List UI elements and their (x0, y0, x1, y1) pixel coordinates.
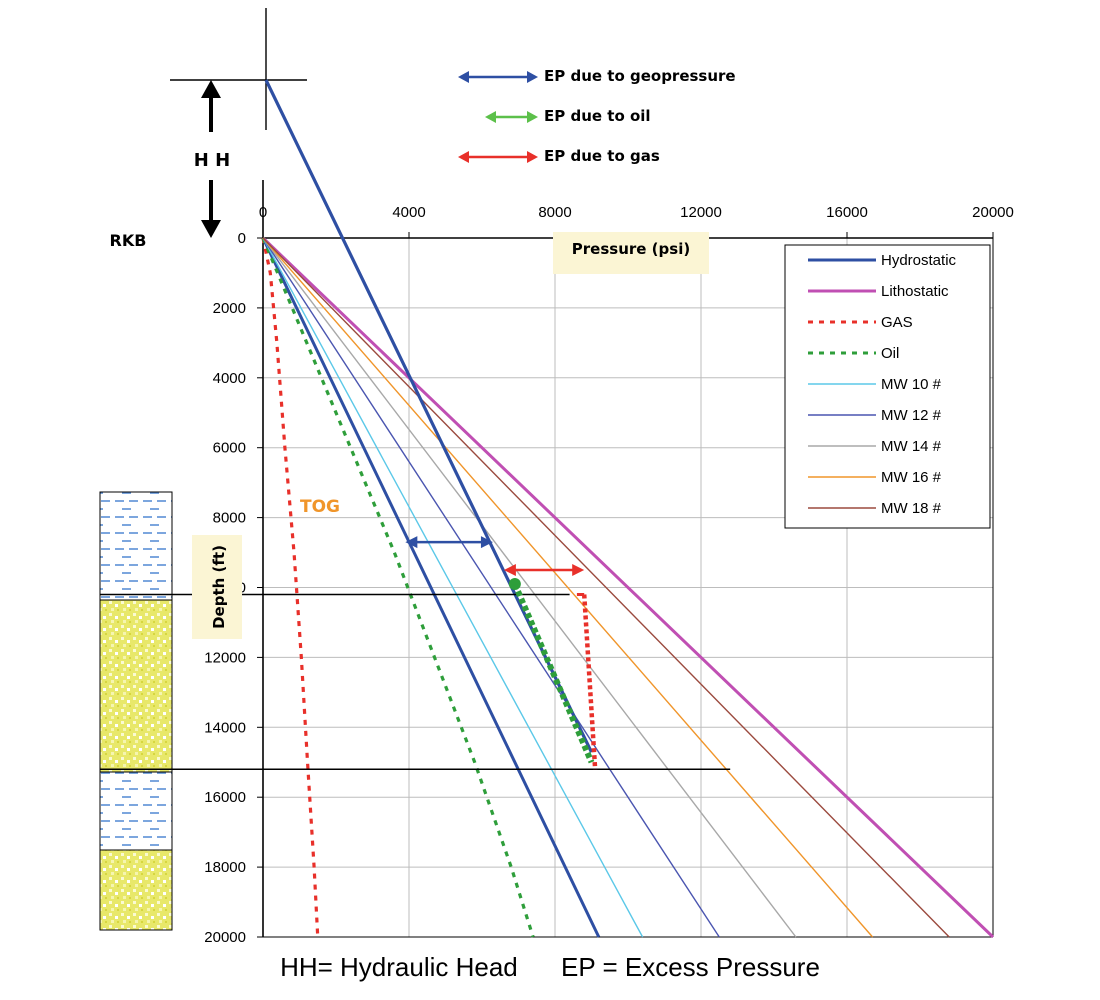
lithology-column (99, 491, 173, 931)
legend-label: MW 10 # (881, 376, 942, 393)
oil-column-line (512, 582, 595, 764)
gas-column-line (581, 594, 598, 770)
x-tick-label: 0 (259, 204, 267, 221)
y-tick-label: 16000 (204, 789, 246, 806)
chart-legend: Hydrostatic Lithostatic GAS Oil MW 10 # MW 12… (784, 244, 991, 529)
x-tick-label: 16000 (826, 204, 868, 221)
series-line (262, 237, 950, 938)
legend-label: MW 16 # (881, 469, 942, 486)
tog-label: TOG (300, 497, 340, 517)
y-tick-label: 18000 (204, 859, 246, 876)
hh-down-arrow (201, 180, 221, 238)
legend-label: MW 14 # (881, 438, 942, 455)
ep-gas-arrow-head-left (503, 564, 516, 577)
chart-overlays (100, 536, 731, 771)
key-arrow-head (485, 111, 496, 123)
y-tick-label: 6000 (213, 440, 246, 457)
ep-gas-arrow-head-right (572, 564, 585, 577)
series-line (261, 237, 535, 938)
caption-ep: EP = Excess Pressure (561, 952, 820, 982)
ep-gas-arrow (503, 564, 585, 577)
key-label: EP due to gas (544, 147, 660, 165)
series-line (261, 237, 320, 938)
caption-hh: HH= Hydraulic Head (280, 952, 518, 982)
series-line (261, 237, 601, 938)
y-tick-label: 14000 (204, 719, 246, 736)
legend-label: Lithostatic (881, 283, 949, 300)
shale-layer-upper (99, 491, 173, 601)
key-label: EP due to oil (544, 107, 651, 125)
x-tick-label: 20000 (972, 204, 1014, 221)
excess-pressure-key: EP due to geopressure EP due to oil EP due… (458, 67, 736, 165)
key-arrow-head (458, 151, 469, 163)
ep-geopressure-arrow (405, 536, 493, 549)
series-line (262, 237, 720, 938)
legend-label: MW 12 # (881, 407, 942, 424)
series-line (262, 237, 874, 938)
y-tick-label: 2000 (213, 300, 246, 317)
legend-label: GAS (881, 314, 913, 331)
key-arrow-head (527, 71, 538, 83)
hh-up-arrow (201, 80, 221, 132)
sand-layer-upper (99, 599, 173, 773)
ep-geopressure-arrow-head-left (405, 536, 418, 549)
x-tick-label: 12000 (680, 204, 722, 221)
y-tick-label: 4000 (213, 370, 246, 387)
x-tick-label: 8000 (538, 204, 571, 221)
rkb-label: RKB (110, 231, 147, 250)
shale-layer-lower (99, 771, 173, 851)
hh-label: H H (194, 150, 230, 171)
figure-caption: HH= Hydraulic Head EP = Excess Pressure (0, 952, 1100, 983)
key-arrow-head (458, 71, 469, 83)
legend-label: Oil (881, 345, 899, 362)
x-tick-label: 4000 (392, 204, 425, 221)
sand-layer-lower (99, 849, 173, 931)
y-tick-label: 8000 (213, 510, 246, 527)
series-line (262, 237, 644, 938)
chart-ticks: 0 4000 8000 12000 16000 20000 0 2000 4000 6000 800… (204, 204, 1014, 946)
y-tick-label: 12000 (204, 649, 246, 666)
series-line (261, 236, 995, 939)
x-axis-label: Pressure (psi) (572, 240, 690, 258)
key-label: EP due to geopressure (544, 67, 736, 85)
ep-geopressure-arrow-head-right (480, 536, 493, 549)
y-axis-label-box (192, 535, 242, 639)
legend-label: Hydrostatic (881, 252, 957, 269)
key-arrow-head (527, 111, 538, 123)
series-line (262, 237, 797, 938)
y-axis-label: Depth (ft) (210, 545, 228, 629)
key-arrow-head (527, 151, 538, 163)
oil-contact-marker (508, 578, 521, 591)
y-tick-label: 0 (238, 230, 246, 247)
y-tick-label: 20000 (204, 929, 246, 946)
x-axis-label-box (553, 232, 709, 274)
legend-label: MW 18 # (881, 500, 942, 517)
